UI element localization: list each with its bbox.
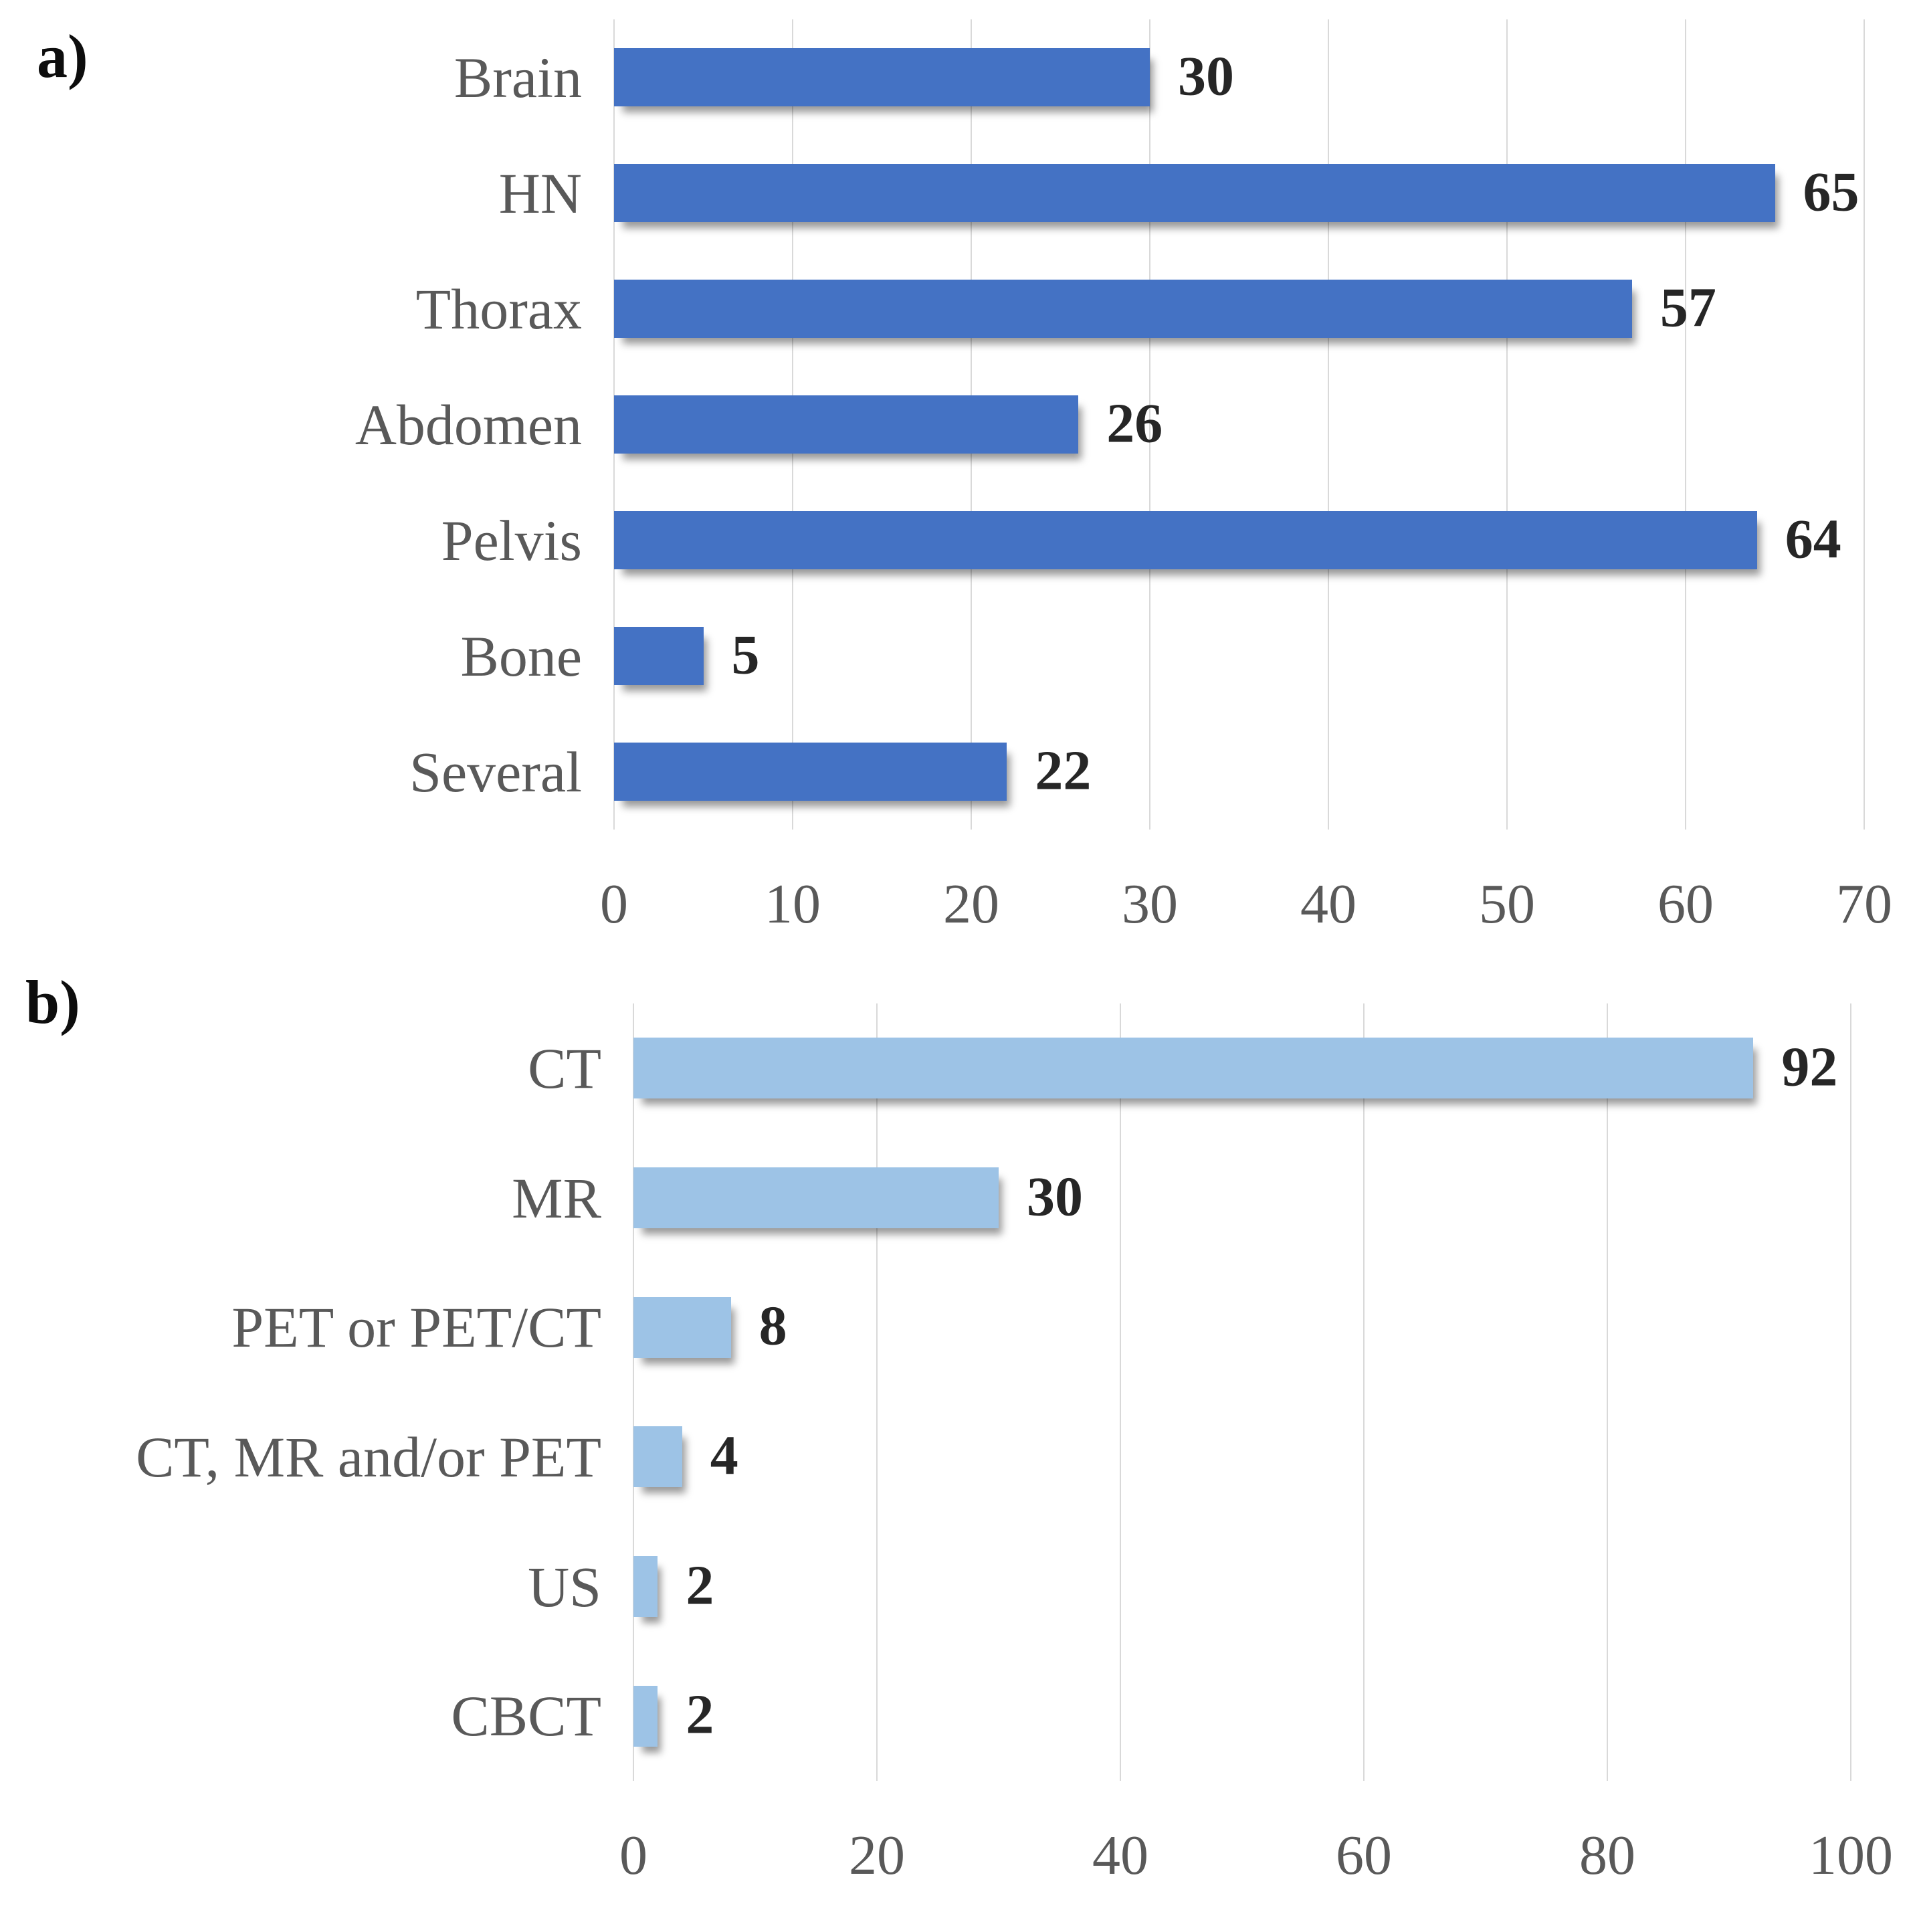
gridline: [1149, 19, 1150, 830]
panel-a-label: a): [37, 22, 88, 90]
value-label: 26: [1106, 391, 1163, 454]
panel-a-plot-area: Brain 30 HN 65 Thorax 57 Abdomen 26 Pelvis 64 Bone…: [355, 19, 1892, 933]
category-label: Several: [409, 739, 582, 804]
gridline: [1328, 19, 1329, 830]
value-label: 65: [1803, 160, 1859, 223]
gridline: [1506, 19, 1508, 830]
x-axis-tick-label: 60: [1657, 873, 1714, 935]
bar: [614, 48, 1150, 106]
x-axis-tick-label: 0: [600, 873, 628, 935]
gridline: [876, 1003, 878, 1781]
bar: [614, 627, 704, 685]
x-axis-tick-label: 10: [765, 873, 821, 935]
panel-b-plot-area: CT 92 MR 30 PET or PET/CT 8 CT, MR and/or PET 4…: [136, 1003, 1893, 1884]
value-label: 22: [1035, 739, 1092, 801]
gridline: [1120, 1003, 1121, 1781]
x-axis-tick-label: 70: [1836, 873, 1892, 935]
category-label: Pelvis: [441, 508, 582, 573]
x-axis-tick-label: 50: [1479, 873, 1535, 935]
bar: [614, 395, 1079, 454]
x-axis-tick-label: 0: [619, 1824, 647, 1887]
bar: [633, 1556, 658, 1617]
gridline: [1864, 19, 1865, 830]
x-axis-tick-label: 60: [1336, 1824, 1392, 1887]
category-label: CT: [528, 1036, 601, 1100]
x-axis-tick-label: 30: [1122, 873, 1178, 935]
value-label: 30: [1027, 1165, 1083, 1228]
category-label: Brain: [454, 45, 582, 110]
bar: [633, 1167, 999, 1228]
gridline: [1607, 1003, 1608, 1781]
x-axis-tick-label: 20: [849, 1824, 905, 1887]
bar: [633, 1296, 731, 1358]
category-label: CBCT: [451, 1684, 601, 1749]
category-label: Abdomen: [355, 392, 582, 457]
bar: [614, 743, 1007, 801]
value-label: 2: [686, 1553, 714, 1616]
bar: [614, 280, 1632, 338]
value-label: 2: [686, 1683, 714, 1746]
bar: [633, 1685, 658, 1747]
x-axis-tick-label: 20: [943, 873, 999, 935]
bar: [633, 1426, 682, 1488]
category-label: Bone: [460, 623, 582, 688]
bar: [633, 1038, 1754, 1099]
value-label: 4: [710, 1424, 738, 1487]
bar: [614, 511, 1757, 569]
value-label: 92: [1781, 1036, 1838, 1098]
panel-b-label: b): [25, 968, 80, 1036]
category-label: MR: [512, 1165, 601, 1230]
x-axis-tick-label: 40: [1092, 1824, 1148, 1887]
value-label: 5: [731, 623, 760, 686]
gridline: [1850, 1003, 1851, 1781]
value-label: 57: [1659, 276, 1716, 339]
bar: [614, 164, 1775, 222]
category-label: Thorax: [415, 276, 582, 341]
gridline: [1685, 19, 1686, 830]
x-axis-tick-label: 80: [1579, 1824, 1635, 1887]
x-axis-tick-label: 40: [1300, 873, 1356, 935]
x-axis-tick-label: 100: [1809, 1824, 1893, 1887]
value-label: 8: [759, 1294, 787, 1357]
gridline: [633, 1003, 634, 1781]
category-label: CT, MR and/or PET: [136, 1424, 601, 1489]
gridline: [1363, 1003, 1365, 1781]
value-label: 64: [1785, 507, 1841, 570]
value-label: 30: [1178, 44, 1234, 107]
category-label: US: [528, 1554, 601, 1619]
category-label: PET or PET/CT: [231, 1295, 601, 1360]
category-label: HN: [498, 161, 582, 225]
